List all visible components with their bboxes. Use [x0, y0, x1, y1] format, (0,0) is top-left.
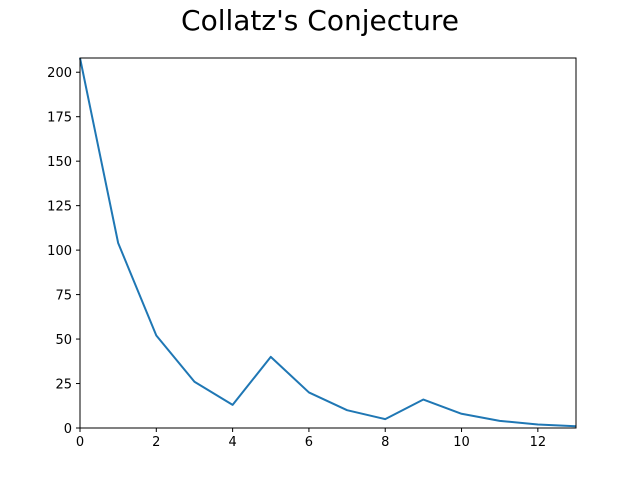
- plot-area: [79, 57, 577, 428]
- y-tick-label: 150: [47, 155, 72, 170]
- x-tick-label: 0: [76, 435, 84, 450]
- x-tick-label: 10: [453, 435, 470, 450]
- chart-title: Collatz's Conjecture: [181, 4, 459, 37]
- y-tick-label: 75: [55, 289, 72, 304]
- plot-frame: [79, 57, 577, 429]
- y-tick-label: 50: [55, 333, 72, 348]
- y-tick-label: 175: [47, 111, 72, 126]
- y-tick-label: 125: [47, 200, 72, 215]
- x-tick-label: 12: [530, 435, 547, 450]
- y-tick-label: 0: [64, 422, 72, 437]
- x-tick-label: 6: [305, 435, 313, 450]
- x-tick-label: 8: [381, 435, 389, 450]
- x-tick-label: 4: [228, 435, 236, 450]
- y-tick-label: 200: [47, 66, 72, 81]
- x-tick-label: 2: [152, 435, 160, 450]
- axis-ticks: 0 2 4 6 8 10 12 0 25 50 75 100 125 150 175 200: [47, 66, 546, 450]
- series-line: [79, 57, 577, 428]
- y-tick-label: 25: [55, 378, 72, 393]
- y-tick-label: 100: [47, 244, 72, 259]
